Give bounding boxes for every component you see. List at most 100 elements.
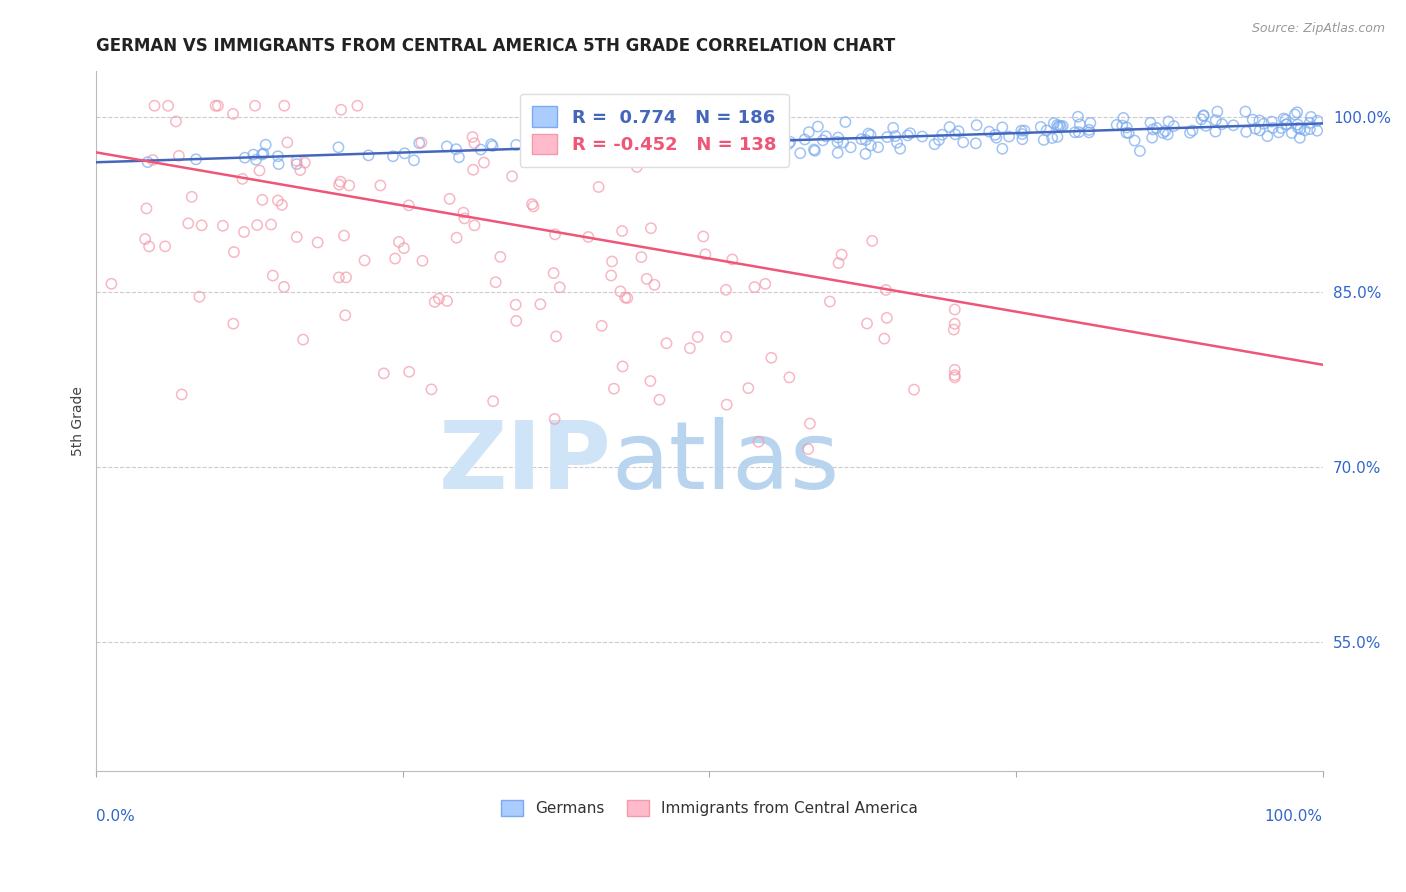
Point: [479, 137, 502, 152]
Point: [943, 128, 966, 142]
Point: [1043, 116, 1066, 130]
Point: [260, 218, 283, 232]
Point: [827, 130, 849, 145]
Point: [329, 175, 352, 189]
Point: [898, 126, 921, 140]
Point: [357, 148, 380, 162]
Point: [1052, 119, 1074, 133]
Text: 100.0%: 100.0%: [1264, 809, 1323, 824]
Point: [882, 120, 904, 135]
Point: [948, 124, 970, 138]
Point: [889, 142, 911, 156]
Point: [1112, 111, 1135, 125]
Point: [1261, 120, 1284, 135]
Point: [868, 140, 890, 154]
Point: [1289, 122, 1312, 136]
Point: [1204, 125, 1226, 139]
Point: [1078, 125, 1101, 139]
Point: [943, 363, 966, 377]
Point: [285, 230, 308, 244]
Point: [505, 137, 527, 152]
Point: [1154, 124, 1177, 138]
Point: [576, 230, 599, 244]
Point: [1286, 105, 1309, 120]
Point: [165, 114, 187, 128]
Point: [1249, 123, 1271, 137]
Point: [143, 99, 166, 113]
Point: [1123, 134, 1146, 148]
Point: [402, 153, 425, 168]
Point: [952, 136, 974, 150]
Point: [695, 247, 717, 261]
Point: [1142, 122, 1164, 136]
Point: [222, 317, 245, 331]
Point: [294, 155, 316, 169]
Point: [439, 192, 461, 206]
Point: [768, 143, 790, 157]
Point: [561, 146, 583, 161]
Point: [252, 146, 274, 161]
Point: [1244, 121, 1267, 136]
Point: [1260, 114, 1282, 128]
Point: [1105, 118, 1128, 132]
Legend: Germans, Immigrants from Central America: Germans, Immigrants from Central America: [495, 795, 924, 822]
Point: [875, 283, 897, 297]
Point: [254, 137, 277, 152]
Point: [714, 283, 737, 297]
Point: [177, 216, 200, 230]
Point: [273, 99, 295, 113]
Point: [529, 297, 551, 311]
Point: [876, 130, 898, 145]
Point: [1078, 123, 1101, 137]
Point: [134, 232, 156, 246]
Point: [330, 103, 353, 117]
Point: [290, 163, 312, 178]
Point: [1067, 110, 1090, 124]
Point: [427, 292, 450, 306]
Point: [797, 442, 820, 456]
Point: [583, 145, 606, 160]
Point: [370, 178, 392, 193]
Point: [1010, 124, 1032, 138]
Point: [986, 130, 1008, 145]
Point: [839, 140, 862, 154]
Point: [610, 224, 633, 238]
Point: [1205, 113, 1227, 128]
Point: [979, 125, 1001, 139]
Point: [588, 180, 610, 194]
Point: [1294, 123, 1316, 137]
Point: [100, 277, 122, 291]
Point: [561, 139, 583, 153]
Point: [1129, 144, 1152, 158]
Point: [444, 142, 467, 156]
Point: [676, 142, 699, 156]
Point: [453, 211, 475, 226]
Point: [463, 162, 485, 177]
Point: [222, 107, 245, 121]
Point: [616, 291, 638, 305]
Point: [943, 370, 966, 384]
Point: [638, 146, 661, 161]
Point: [267, 194, 290, 208]
Point: [876, 310, 898, 325]
Point: [482, 394, 505, 409]
Point: [546, 329, 568, 343]
Point: [204, 99, 226, 113]
Point: [873, 332, 896, 346]
Point: [398, 365, 420, 379]
Point: [679, 341, 702, 355]
Point: [548, 139, 571, 153]
Point: [716, 398, 738, 412]
Point: [1241, 112, 1264, 127]
Point: [591, 318, 613, 333]
Point: [285, 157, 308, 171]
Point: [765, 134, 787, 148]
Point: [924, 137, 946, 152]
Point: [859, 128, 882, 142]
Point: [1306, 124, 1329, 138]
Point: [1152, 126, 1174, 140]
Point: [292, 333, 315, 347]
Point: [748, 434, 770, 449]
Point: [711, 137, 734, 152]
Point: [858, 127, 880, 141]
